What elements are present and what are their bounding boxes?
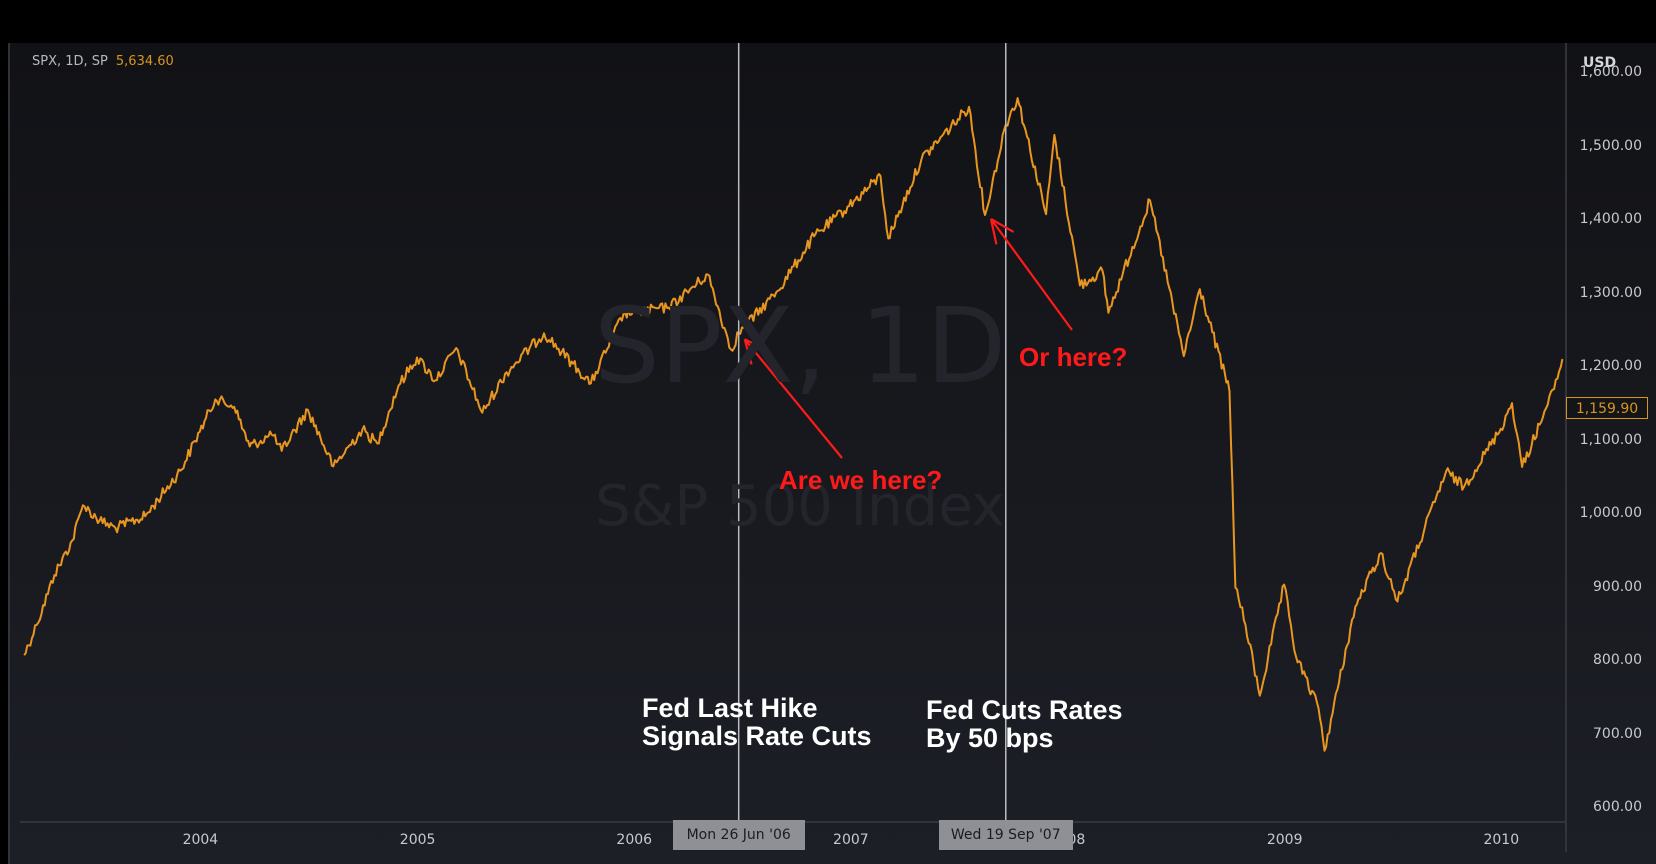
fed-cut-note-line-2: By 50 bps xyxy=(926,723,1054,753)
callout-arrow-2 xyxy=(989,218,1073,331)
y-tick-label: 1,500.00 xyxy=(1579,137,1642,154)
y-tick-label: 800.00 xyxy=(1593,652,1642,669)
currency-label[interactable]: USD xyxy=(1583,55,1617,71)
fed-hike-note-line-1: Fed Last Hike xyxy=(642,693,818,723)
current-price-tag: 1,159.90 xyxy=(1566,397,1648,419)
callout-arrow-1 xyxy=(743,338,843,459)
fed-hike-note: Fed Last Hike Signals Rate Cuts xyxy=(642,694,872,750)
y-tick-label: 600.00 xyxy=(1593,799,1642,816)
x-tick-label: 2009 xyxy=(1266,832,1303,848)
price-series-line xyxy=(23,97,1564,752)
y-tick-label: 1,000.00 xyxy=(1579,505,1642,522)
y-tick-label: 1,600.00 xyxy=(1579,64,1642,81)
chart-pane[interactable] xyxy=(8,43,1656,864)
callout-are-we-here: Are we here? xyxy=(779,465,943,495)
fed-cut-note-line-1: Fed Cuts Rates xyxy=(926,695,1123,725)
y-tick-label: 1,100.00 xyxy=(1579,431,1642,448)
callout-or-here: Or here? xyxy=(1019,342,1128,372)
symbol-info[interactable]: SPX, 1D, SP 5,634.60 xyxy=(32,54,174,69)
x-tick-label: 2004 xyxy=(182,832,219,848)
symbol-name: SPX, 1D, SP xyxy=(32,54,108,69)
y-tick-label: 1,200.00 xyxy=(1579,358,1642,375)
x-tick-label: 2010 xyxy=(1483,832,1520,848)
crosshair-group xyxy=(737,43,1007,822)
x-tick-label: 2007 xyxy=(833,832,869,848)
fed-cut-note: Fed Cuts Rates By 50 bps xyxy=(926,696,1123,752)
price-line-group xyxy=(23,97,1564,752)
x-tick-label: 2006 xyxy=(616,832,653,848)
x-tick-label: 2005 xyxy=(399,832,436,848)
y-tick-label: 900.00 xyxy=(1593,578,1642,595)
y-tick-label: 700.00 xyxy=(1593,725,1642,742)
last-value: 5,634.60 xyxy=(115,54,174,69)
y-tick-label: 1,400.00 xyxy=(1579,211,1642,228)
fed-hike-note-line-2: Signals Rate Cuts xyxy=(642,721,872,751)
crosshair-date-label-1: Mon 26 Jun '06 xyxy=(672,820,805,850)
arrow-group xyxy=(743,218,1073,459)
crosshair-date-label-2: Wed 19 Sep '07 xyxy=(938,820,1073,850)
y-tick-label: 1,300.00 xyxy=(1579,284,1642,301)
